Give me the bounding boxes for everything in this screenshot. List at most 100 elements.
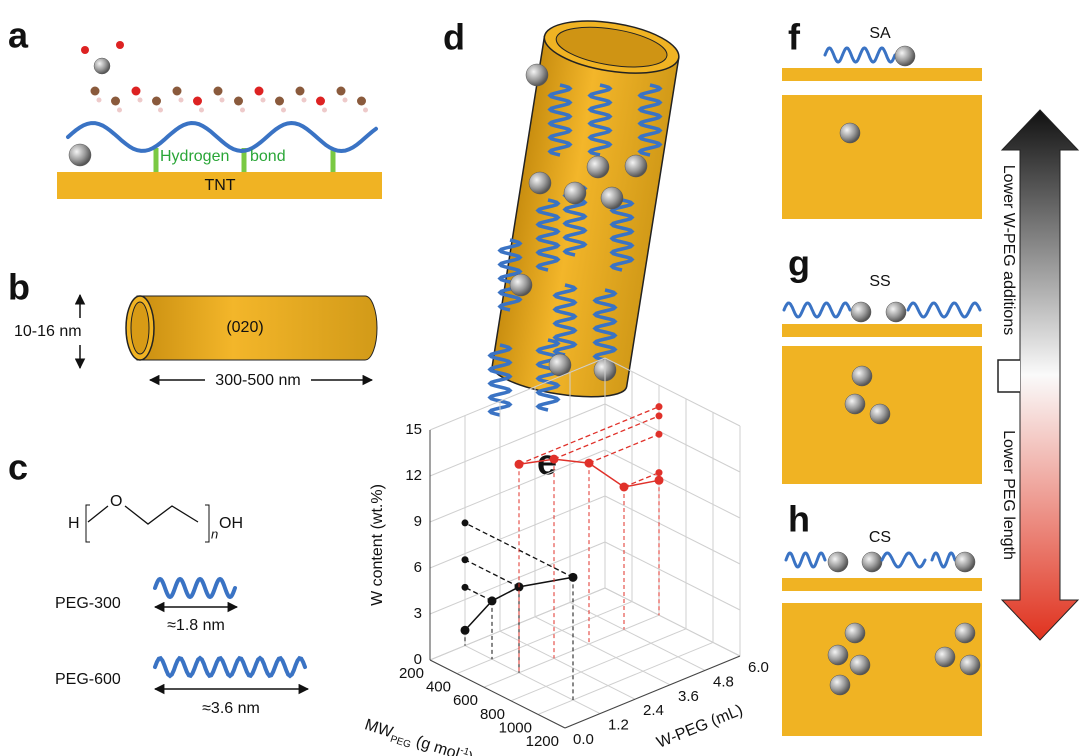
atom bbox=[281, 107, 286, 113]
atom bbox=[357, 96, 366, 106]
peg-chain bbox=[153, 576, 237, 600]
atom bbox=[260, 97, 266, 103]
y-tick-label: 9 bbox=[414, 513, 422, 530]
x-label-sub: PEG bbox=[389, 733, 413, 750]
tungsten-atom bbox=[844, 622, 866, 644]
grid-line bbox=[456, 601, 633, 675]
x-label-sup: -1 bbox=[459, 745, 471, 756]
atom bbox=[275, 96, 284, 106]
y-tick-label: 12 bbox=[405, 467, 422, 484]
tungsten-atom bbox=[894, 45, 916, 67]
data-point bbox=[584, 458, 594, 468]
tungsten-atom bbox=[849, 654, 871, 676]
projection-point bbox=[655, 403, 663, 411]
projection-point bbox=[461, 519, 469, 527]
grid-line bbox=[604, 587, 741, 657]
projection-point bbox=[655, 412, 663, 420]
grid-line bbox=[604, 403, 741, 473]
tnt-substrate bbox=[57, 172, 382, 199]
tungsten-atom bbox=[851, 365, 873, 387]
panel-label: c bbox=[8, 447, 28, 488]
projection-line bbox=[464, 559, 520, 588]
axis-line bbox=[564, 655, 741, 729]
x-tick-label: 800 bbox=[480, 706, 505, 723]
bracket bbox=[997, 359, 1020, 393]
tungsten-atom bbox=[586, 155, 610, 179]
atom bbox=[342, 97, 348, 103]
formula-atom: O bbox=[110, 493, 122, 510]
tungsten-atom bbox=[954, 551, 976, 573]
x-tick-label: 200 bbox=[399, 665, 424, 682]
projection-point bbox=[655, 430, 663, 438]
atom bbox=[240, 107, 245, 113]
peg-chain bbox=[487, 343, 513, 417]
series-line bbox=[464, 576, 574, 631]
z-tick-label: 0.0 bbox=[573, 731, 594, 748]
peg-chain bbox=[587, 83, 613, 157]
y-tick-label: 3 bbox=[414, 605, 422, 622]
grid-line bbox=[604, 357, 741, 427]
atom bbox=[131, 86, 141, 96]
x-tick-label: 1000 bbox=[499, 719, 532, 736]
formula-index: n bbox=[211, 526, 218, 541]
panel-label: h bbox=[788, 499, 810, 540]
atom bbox=[137, 97, 143, 103]
arrow-label: Lower W-PEG additions bbox=[1000, 165, 1017, 335]
peg-label: PEG-600 bbox=[55, 671, 121, 688]
tungsten-atom bbox=[861, 551, 883, 573]
grid-line bbox=[429, 403, 606, 477]
z-tick-label: 3.6 bbox=[678, 688, 699, 705]
tungsten-atom bbox=[528, 171, 552, 195]
bond-label: Hydrogen bbox=[160, 148, 229, 165]
nanotube-3d bbox=[491, 20, 680, 398]
peg-chain bbox=[535, 338, 561, 412]
peg-chain bbox=[906, 301, 982, 319]
grid-line bbox=[537, 641, 714, 715]
length-label: ≈1.8 nm bbox=[167, 617, 225, 634]
projection-line bbox=[623, 471, 660, 488]
x-tick-label: 600 bbox=[453, 692, 478, 709]
z-tick-label: 4.8 bbox=[713, 673, 734, 690]
projection-point bbox=[461, 556, 469, 564]
atom bbox=[117, 107, 122, 113]
label-bg bbox=[205, 370, 311, 390]
peg-chain bbox=[547, 83, 573, 157]
z-tick-label: 1.2 bbox=[608, 717, 629, 734]
tungsten-atom bbox=[563, 181, 587, 205]
atom bbox=[116, 41, 124, 49]
data-point bbox=[487, 596, 497, 606]
grid-line bbox=[429, 357, 606, 431]
atom bbox=[199, 107, 204, 113]
peg-chain bbox=[535, 198, 561, 272]
z-axis-label: W-PEG (mL) bbox=[654, 702, 745, 752]
y-tick-label: 0 bbox=[414, 651, 422, 668]
tungsten-atom bbox=[869, 403, 891, 425]
projection-line bbox=[464, 586, 493, 602]
bracket bbox=[85, 504, 210, 543]
tungsten-atom bbox=[525, 63, 549, 87]
tungsten-atom bbox=[600, 186, 624, 210]
grid-line bbox=[534, 616, 671, 686]
atom bbox=[254, 86, 264, 96]
atom bbox=[213, 86, 223, 96]
peg-chain bbox=[66, 120, 378, 154]
data-point bbox=[549, 454, 559, 464]
projection-line bbox=[553, 415, 660, 460]
projection-line bbox=[518, 406, 660, 465]
plane-label: (020) bbox=[226, 319, 263, 336]
nanotube bbox=[136, 295, 378, 361]
y-axis-label: W content (wt.%) bbox=[369, 484, 386, 606]
tungsten-atom bbox=[839, 122, 861, 144]
grid-line bbox=[483, 614, 660, 688]
tungsten-atom bbox=[68, 143, 92, 167]
data-point bbox=[654, 475, 664, 485]
caption: CS bbox=[869, 529, 891, 546]
atom bbox=[152, 96, 161, 106]
bond bbox=[87, 505, 199, 525]
tungsten-atom bbox=[624, 154, 648, 178]
grid-line bbox=[464, 645, 601, 715]
tungsten-atom bbox=[934, 646, 956, 668]
y-tick-label: 15 bbox=[405, 421, 422, 438]
